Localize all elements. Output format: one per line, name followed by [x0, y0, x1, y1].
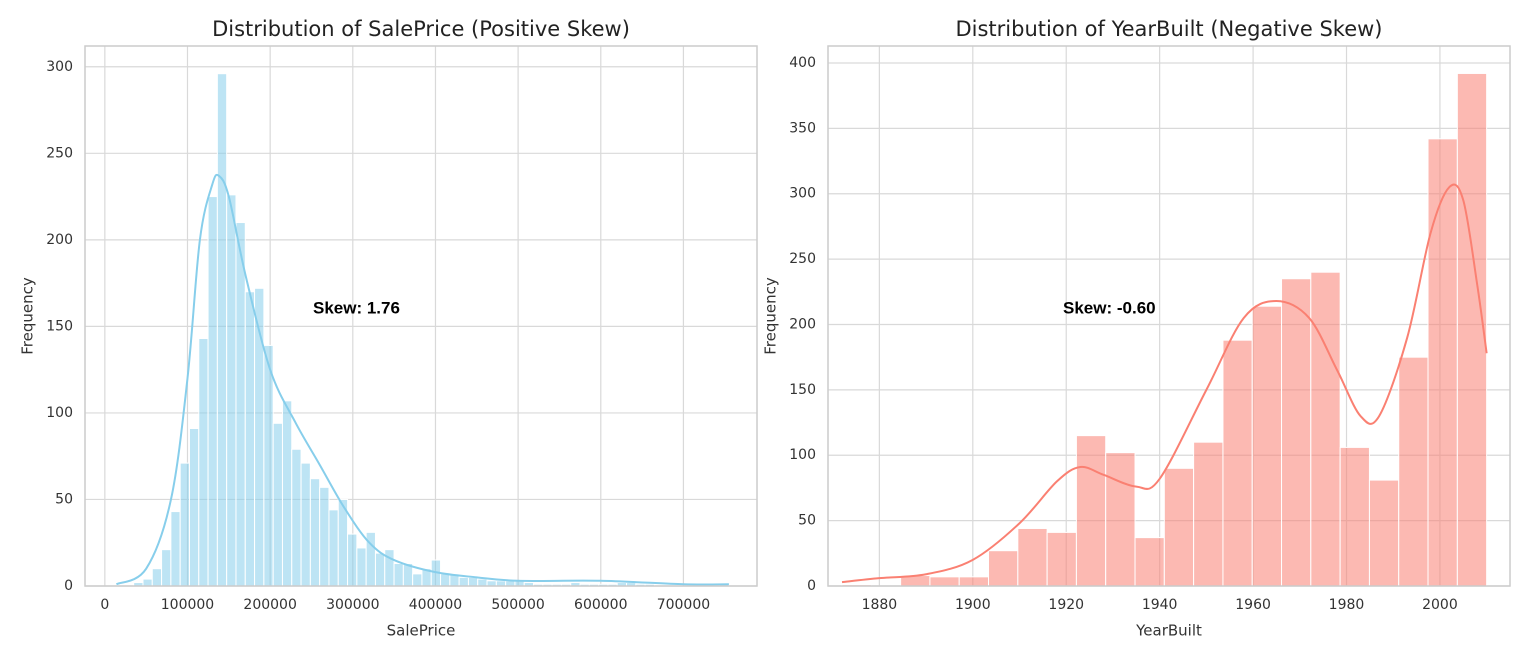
y-tick-label: 50 [798, 513, 816, 529]
plot-frame [84, 45, 758, 587]
bar [486, 580, 497, 587]
bar [1163, 467, 1195, 587]
bar [958, 576, 990, 587]
bar [216, 73, 228, 587]
x-axis-label: YearBuilt [1135, 622, 1202, 640]
bar [412, 573, 423, 587]
bar [356, 547, 367, 587]
bar [319, 486, 330, 587]
bar [440, 573, 451, 587]
x-tick-label: 1880 [862, 597, 898, 613]
bar [1368, 479, 1400, 587]
y-tick-label: 250 [789, 251, 816, 267]
bar [309, 478, 321, 587]
plot-frame [827, 45, 1511, 587]
x-tick-label: 700000 [657, 597, 710, 613]
bar [179, 462, 190, 587]
bar [1281, 278, 1312, 587]
kde-line [841, 183, 1488, 584]
bar [1105, 452, 1136, 587]
bar [1427, 138, 1458, 587]
y-tick-label: 150 [789, 382, 816, 398]
y-tick-label: 300 [46, 59, 73, 75]
y-tick-label: 150 [46, 318, 73, 334]
bar [495, 580, 507, 587]
y-tick-label: 100 [789, 447, 816, 463]
x-tick-label: 1920 [1048, 597, 1084, 613]
bar [1456, 72, 1488, 587]
kde-line [115, 173, 729, 586]
annotation: Skew: 1.76 [313, 298, 400, 317]
bar [1046, 531, 1077, 587]
x-tick-label: 600000 [574, 597, 627, 613]
bar [281, 400, 293, 587]
bar [161, 549, 172, 587]
y-tick-label: 200 [789, 316, 816, 332]
bar [142, 578, 153, 587]
annotation: Skew: -0.60 [1063, 298, 1156, 317]
y-tick-label: 0 [64, 578, 73, 594]
x-tick-label: 200000 [243, 597, 296, 613]
x-tick-label: 1980 [1329, 597, 1365, 613]
bar [988, 550, 1019, 587]
chart-title: Distribution of SalePrice (Positive Skew… [212, 17, 630, 41]
bar [467, 576, 479, 587]
bar [458, 576, 469, 587]
x-tick-label: 1900 [955, 597, 991, 613]
x-tick-label: 2000 [1422, 597, 1458, 613]
x-tick-label: 500000 [491, 597, 544, 613]
bar [198, 338, 209, 587]
bar [226, 194, 237, 587]
bar [1134, 537, 1165, 587]
bar [291, 448, 302, 587]
y-axis-label: Frequency [762, 277, 780, 355]
bar [1222, 339, 1253, 587]
bar [235, 222, 246, 587]
x-tick-label: 100000 [161, 597, 214, 613]
bar [272, 422, 283, 587]
x-tick-label: 400000 [409, 597, 462, 613]
y-tick-label: 300 [789, 186, 816, 202]
bar [207, 196, 218, 587]
bar [374, 552, 386, 587]
bar [1017, 527, 1048, 587]
bar [328, 509, 339, 587]
bar [170, 511, 181, 587]
y-tick-label: 50 [55, 491, 73, 507]
x-axis-label: SalePrice [387, 622, 456, 640]
bar [300, 462, 311, 587]
x-tick-label: 1960 [1235, 597, 1271, 613]
bar [1398, 356, 1429, 587]
y-tick-label: 0 [807, 578, 816, 594]
y-tick-label: 350 [789, 120, 816, 136]
y-axis-label: Frequency [19, 277, 37, 355]
bar [1339, 446, 1370, 587]
bar [477, 578, 488, 587]
bar [188, 428, 200, 587]
bar [393, 563, 404, 587]
y-tick-label: 200 [46, 232, 73, 248]
bar [1251, 305, 1283, 587]
bar [151, 568, 163, 587]
bar [1310, 271, 1341, 587]
x-tick-label: 1940 [1142, 597, 1178, 613]
x-tick-label: 0 [100, 597, 109, 613]
x-tick-label: 300000 [326, 597, 379, 613]
chart-title: Distribution of YearBuilt (Negative Skew… [955, 17, 1382, 41]
bar [263, 344, 274, 587]
y-tick-label: 250 [46, 145, 73, 161]
bar [1075, 435, 1107, 587]
y-tick-label: 100 [46, 405, 73, 421]
bar [244, 291, 256, 587]
bar [929, 576, 960, 587]
bar [347, 533, 358, 587]
bar [1193, 441, 1224, 587]
y-tick-label: 400 [789, 55, 816, 71]
